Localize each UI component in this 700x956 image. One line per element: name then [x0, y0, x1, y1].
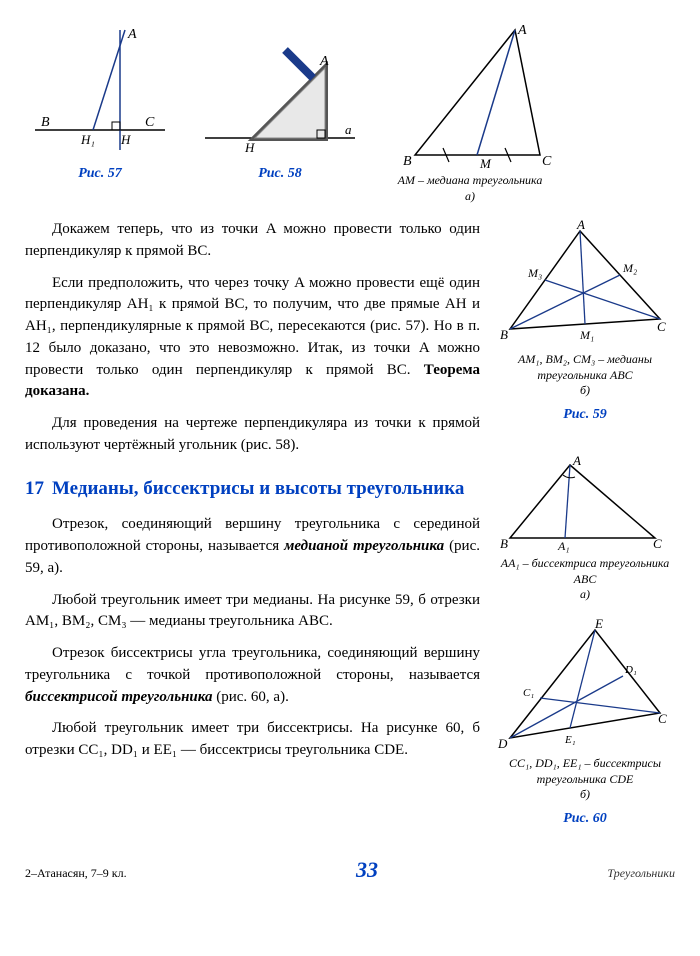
paragraph-2: Если предположить, что через точку A мож… — [25, 273, 480, 404]
top-figures-row: A B C H₁ H Рис. 57 A H a Рис. 58 A — [25, 20, 675, 204]
svg-text:C: C — [542, 154, 552, 169]
svg-text:B: B — [403, 154, 412, 169]
svg-text:M: M — [479, 156, 492, 170]
side-figures-column: A B C M₁ M₂ M₃ AM₁, BM₂, CM₃ – медианы т… — [495, 219, 675, 829]
paragraph-5: Любой треугольник имеет три медианы. На … — [25, 590, 480, 634]
svg-text:B: B — [500, 327, 508, 342]
svg-text:a: a — [345, 122, 352, 137]
figure-57: A B C H₁ H Рис. 57 — [25, 20, 175, 204]
svg-text:C: C — [653, 536, 662, 551]
svg-text:A: A — [319, 54, 329, 69]
svg-text:D: D — [497, 736, 508, 751]
svg-text:E: E — [594, 618, 603, 631]
fig57-svg: A B C H₁ H — [25, 20, 175, 160]
main-content-row: Докажем теперь, что из точки A можно про… — [25, 219, 675, 829]
chapter-name: Треугольники — [607, 865, 675, 882]
paragraph-7: Любой треугольник имеет три биссектрисы.… — [25, 718, 480, 762]
page-number: 33 — [356, 854, 378, 886]
page-footer: 2–Атанасян, 7–9 кл. 33 Треугольники — [25, 854, 675, 886]
paragraph-4: Отрезок, соединяющий вершину треугольник… — [25, 514, 480, 579]
svg-text:A: A — [572, 453, 581, 468]
svg-text:A: A — [127, 27, 137, 42]
fig57-label: Рис. 57 — [25, 164, 175, 184]
svg-text:A: A — [517, 23, 527, 38]
fig59a-svg: A B C M — [385, 20, 555, 170]
svg-text:A₁: A₁ — [557, 539, 570, 553]
fig58-svg: A H a — [195, 20, 365, 160]
text-column: Докажем теперь, что из точки A можно про… — [25, 219, 480, 829]
fig59b-svg: A B C M₁ M₂ M₃ — [495, 219, 670, 349]
svg-text:M₁: M₁ — [579, 328, 594, 342]
figure-58: A H a Рис. 58 — [195, 20, 365, 204]
svg-text:A: A — [576, 219, 585, 232]
fig60b-svg: E D C C₁ D₁ E₁ — [495, 618, 670, 753]
svg-text:C₁: C₁ — [523, 687, 534, 699]
fig60-ref: Рис. 60 — [495, 809, 675, 829]
footer-left: 2–Атанасян, 7–9 кл. — [25, 865, 127, 882]
fig59b-caption: AM₁, BM₂, CM₃ – медианы треугольника ABC… — [495, 352, 675, 399]
svg-text:C: C — [145, 115, 155, 130]
fig59-ref: Рис. 59 — [495, 405, 675, 425]
section-heading: 17Медианы, биссектрисы и высоты треуголь… — [25, 477, 480, 501]
svg-text:C: C — [658, 711, 667, 726]
paragraph-1: Докажем теперь, что из точки A можно про… — [25, 219, 480, 263]
svg-text:B: B — [41, 115, 50, 130]
figure-60a: A B C A₁ AA₁ – биссектриса треугольника … — [495, 453, 675, 603]
paragraph-3: Для проведения на чертеже перпендикуляра… — [25, 413, 480, 457]
paragraph-6: Отрезок биссектрисы угла треугольника, с… — [25, 643, 480, 708]
svg-text:M₃: M₃ — [527, 266, 542, 280]
svg-text:D₁: D₁ — [624, 664, 637, 676]
fig60b-caption: CC₁, DD₁, EE₁ – биссектрисы треугольника… — [495, 756, 675, 803]
svg-text:H: H — [120, 132, 131, 147]
svg-text:C: C — [657, 319, 666, 334]
figure-59a: A B C M AM – медиана треугольникаа) — [385, 20, 555, 204]
fig59a-caption: AM – медиана треугольникаа) — [385, 173, 555, 204]
svg-text:B: B — [500, 536, 508, 551]
fig60a-caption: AA₁ – биссектриса треугольника ABCа) — [495, 556, 675, 603]
fig60a-svg: A B C A₁ — [495, 453, 665, 553]
svg-text:H₁: H₁ — [80, 132, 95, 147]
figure-59b: A B C M₁ M₂ M₃ AM₁, BM₂, CM₃ – медианы т… — [495, 219, 675, 425]
svg-text:E₁: E₁ — [564, 734, 576, 746]
svg-text:H: H — [244, 140, 255, 155]
svg-text:M₂: M₂ — [622, 261, 637, 275]
figure-60b: E D C C₁ D₁ E₁ CC₁, DD₁, EE₁ – биссектри… — [495, 618, 675, 829]
fig58-label: Рис. 58 — [195, 164, 365, 184]
